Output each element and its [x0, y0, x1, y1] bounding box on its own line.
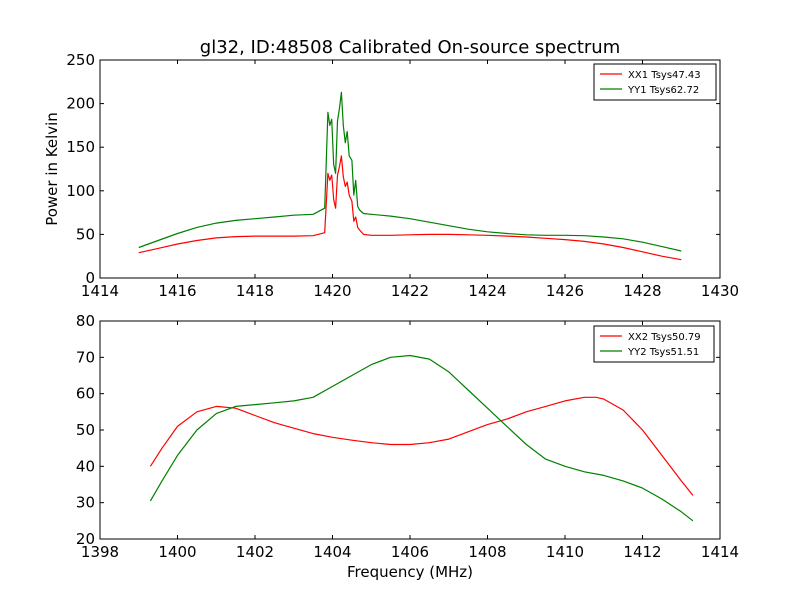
bottom-plot-xlabel: Frequency (MHz)	[347, 563, 473, 581]
bottom-xtick-label: 1398	[81, 543, 119, 561]
bottom-legend-box	[593, 325, 715, 363]
top-legend-label: XX1 Tsys47.43	[628, 70, 701, 81]
bottom-ytick-label: 80	[76, 312, 95, 330]
top-legend-box	[593, 63, 717, 101]
bottom-ytick-label: 40	[76, 457, 95, 475]
bottom-xtick-label: 1414	[701, 543, 739, 561]
top-ytick-label: 150	[66, 138, 95, 156]
bottom-ytick-label: 70	[76, 348, 95, 366]
bottom-xtick-label: 1402	[236, 543, 274, 561]
top-xtick-label: 1422	[391, 282, 429, 300]
bottom-ytick-label: 50	[76, 421, 95, 439]
bottom-plot-series	[149, 354, 694, 522]
bottom-series-xx	[149, 396, 694, 496]
top-legend-label: YY1 Tsys62.72	[627, 85, 699, 96]
bottom-xtick-label: 1404	[313, 543, 351, 561]
top-ytick-label: 250	[66, 51, 95, 69]
top-xtick-label: 1426	[546, 282, 584, 300]
top-xtick-label: 1424	[468, 282, 506, 300]
bottom-xtick-label: 1410	[546, 543, 584, 561]
bottom-ytick-label: 60	[76, 385, 95, 403]
top-ytick-label: 100	[66, 182, 95, 200]
top-xtick-label: 1428	[623, 282, 661, 300]
bottom-ytick-label: 20	[76, 530, 95, 548]
top-series-yy	[138, 91, 682, 252]
bottom-legend-label: XX2 Tsys50.79	[628, 332, 701, 343]
bottom-xtick-label: 1408	[468, 543, 506, 561]
top-plot: 1414 1416 1418 1420 1422 1424 1426 1428 1430 0 50 1…	[43, 51, 739, 300]
top-ytick-label: 50	[76, 225, 95, 243]
top-xtick-label: 1414	[81, 282, 119, 300]
bottom-ytick-label: 30	[76, 494, 95, 512]
top-xtick-label: 1420	[313, 282, 351, 300]
bottom-series-yy	[149, 354, 694, 522]
bottom-plot-ticks: 1398 1400 1402 1404 1406 1408 1410 1412 1414 20 30…	[76, 312, 739, 561]
bottom-legend-label: YY2 Tsys51.51	[627, 347, 699, 358]
bottom-plot: 1398 1400 1402 1404 1406 1408 1410 1412 1414 20 30…	[76, 312, 739, 581]
top-xtick-label: 1418	[236, 282, 274, 300]
top-plot-ylabel: Power in Kelvin	[43, 112, 61, 226]
top-xtick-label: 1430	[701, 282, 739, 300]
figure-title: gl32, ID:48508 Calibrated On-source spec…	[200, 37, 620, 58]
top-plot-series	[138, 91, 682, 261]
bottom-xtick-label: 1400	[158, 543, 196, 561]
bottom-xtick-label: 1406	[391, 543, 429, 561]
top-ytick-label: 200	[66, 95, 95, 113]
top-plot-ticks: 1414 1416 1418 1420 1422 1424 1426 1428 1430 0 50 1…	[66, 51, 739, 300]
bottom-plot-legend: XX2 Tsys50.79 YY2 Tsys51.51	[593, 325, 715, 363]
top-series-xx	[138, 155, 682, 261]
top-ytick-label: 0	[85, 269, 95, 287]
top-plot-legend: XX1 Tsys47.43 YY1 Tsys62.72	[593, 63, 717, 101]
top-xtick-label: 1416	[158, 282, 196, 300]
bottom-xtick-label: 1412	[623, 543, 661, 561]
